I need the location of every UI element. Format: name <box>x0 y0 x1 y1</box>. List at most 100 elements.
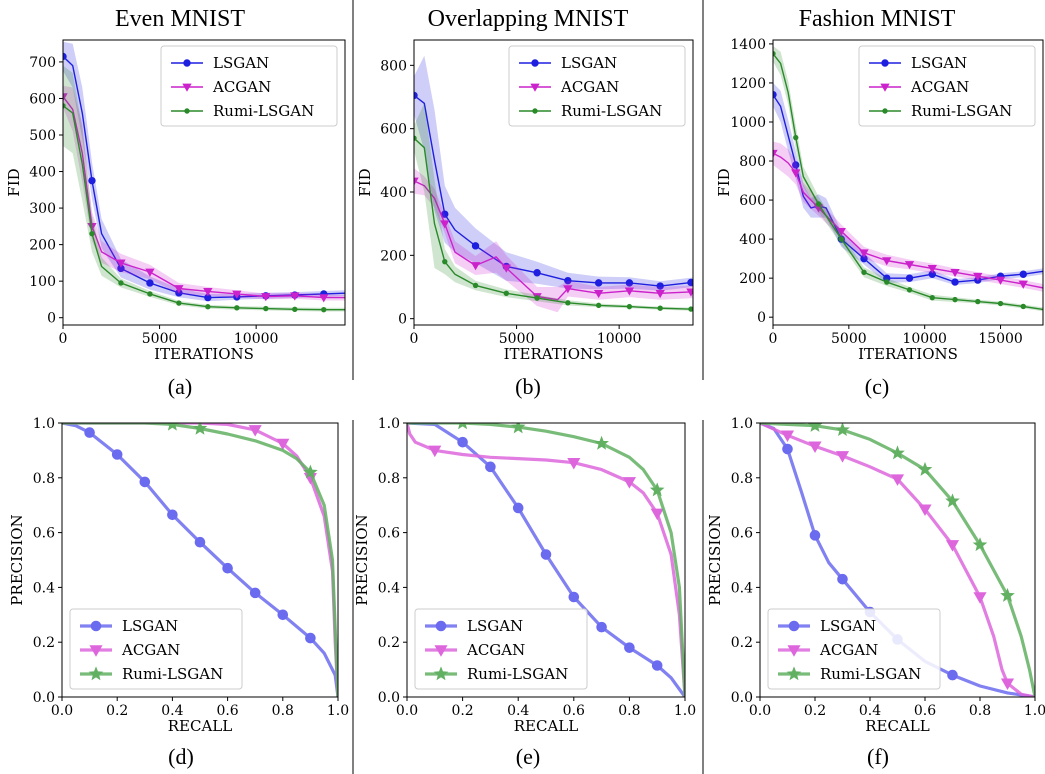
marker-acgan <box>836 227 846 237</box>
marker-acgan <box>890 474 905 486</box>
y-tick-label: 0.6 <box>33 526 55 542</box>
y-tick-label: 400 <box>739 232 766 248</box>
marker-lsgan <box>540 549 552 560</box>
marker-acgan <box>927 265 937 274</box>
marker-rumi-lsgan <box>89 230 95 237</box>
column-title-even-mnist: Even MNIST <box>115 6 245 32</box>
y-tick-label: 700 <box>29 55 56 71</box>
x-tick-label: 0.8 <box>272 703 294 719</box>
x-tick-label: 10000 <box>902 331 947 347</box>
legend: LSGAN ACGAN Rumi-LSGAN <box>767 608 941 690</box>
legend-label-acgan: ACGAN <box>819 641 878 659</box>
marker-acgan <box>174 285 184 294</box>
marker-lsgan <box>568 591 580 603</box>
marker-acgan <box>835 451 850 463</box>
legend-label-lsgan: LSGAN <box>911 54 967 72</box>
x-tick-label: 1.0 <box>1024 703 1045 719</box>
band-acgan <box>414 168 693 313</box>
marker-acgan <box>593 289 604 299</box>
marker-lsgan <box>782 443 793 455</box>
marker-rumi-lsgan <box>303 464 318 479</box>
marker-lsgan <box>809 530 821 541</box>
y-tick-label: 0.4 <box>731 580 753 596</box>
x-axis-label: RECALL <box>168 717 233 735</box>
legend-marker-rumi-lsgan <box>88 666 104 681</box>
marker-lsgan <box>947 669 958 681</box>
marker-lsgan <box>485 461 496 473</box>
marker-acgan <box>290 292 300 301</box>
marker-lsgan <box>167 509 178 521</box>
x-tick-label: 1.0 <box>327 703 349 719</box>
marker-lsgan <box>624 642 635 653</box>
legend-label-rumi-lsgan: Rumi-LSGAN <box>467 665 568 683</box>
marker-acgan <box>501 264 511 273</box>
marker-rumi-lsgan <box>838 236 844 242</box>
marker-acgan <box>248 425 262 437</box>
marker-lsgan <box>249 587 261 599</box>
marker-lsgan <box>533 269 541 277</box>
marker-rumi-lsgan <box>975 298 981 305</box>
axes-frame <box>61 422 339 698</box>
marker-acgan <box>203 288 213 297</box>
x-tick-label: 0 <box>59 331 68 347</box>
y-tick-label: 0 <box>47 311 56 327</box>
legend-marker-acgan <box>182 83 192 92</box>
marker-rumi-lsgan <box>929 294 935 301</box>
chart-panel-f: (f) 0.0 0.2 0.4 0.6 0.8 1.0 0.0 0.2 0.4 0.6 0.8 1.0… <box>706 416 1045 769</box>
x-tick-label: 5000 <box>499 331 535 347</box>
x-tick-label: 0.0 <box>396 703 418 719</box>
marker-lsgan <box>773 90 777 99</box>
marker-lsgan <box>905 274 914 282</box>
y-axis-label: FID <box>715 168 733 196</box>
marker-acgan <box>950 268 960 278</box>
x-axis-label: ITERATIONS <box>858 345 958 363</box>
x-tick-label: 0.6 <box>216 703 238 719</box>
axes-frame <box>759 422 1036 698</box>
legend-marker-lsgan <box>90 620 102 632</box>
x-tick-label: 0.6 <box>563 703 585 719</box>
legend-label-acgan: ACGAN <box>910 78 969 96</box>
x-tick-label: 0.2 <box>804 703 826 719</box>
y-tick-label: 300 <box>29 201 56 217</box>
x-axis-label: ITERATIONS <box>504 345 604 363</box>
marker-acgan <box>440 220 450 229</box>
panel-label-f: (f) <box>867 744 889 769</box>
marker-lsgan <box>457 436 468 448</box>
legend-box <box>160 45 338 127</box>
marker-rumi-lsgan <box>458 423 468 430</box>
axes-frame <box>406 422 686 698</box>
marker-lsgan <box>84 427 95 438</box>
panel-label-e: (e) <box>516 744 540 769</box>
x-tick-label: 0 <box>410 331 419 347</box>
marker-acgan <box>859 249 869 258</box>
marker-acgan <box>276 438 290 451</box>
marker-lsgan <box>194 536 206 548</box>
legend-marker-acgan <box>787 645 801 657</box>
marker-rumi-lsgan <box>472 282 479 289</box>
line-rumi-lsgan <box>62 423 338 697</box>
chart-panel-b: (b) 0 5000 10000 0 200 400 600 800 ITERATIONS FID… <box>356 39 694 399</box>
axes-frame <box>62 39 346 326</box>
marker-lsgan <box>625 279 634 287</box>
legend-label-acgan: ACGAN <box>466 641 525 659</box>
legend-label-lsgan: LSGAN <box>561 54 617 72</box>
marker-lsgan <box>564 276 572 285</box>
legend-marker-rumi-lsgan <box>786 666 802 681</box>
x-tick-label: 0.0 <box>51 703 73 719</box>
marker-acgan <box>791 169 801 178</box>
x-tick-label: 0.4 <box>161 703 183 719</box>
marker-acgan <box>470 262 481 271</box>
marker-rumi-lsgan <box>503 290 510 297</box>
marker-acgan <box>655 289 665 299</box>
legend-marker-lsgan <box>788 620 800 632</box>
x-tick-label: 1.0 <box>674 703 696 719</box>
legend-label-lsgan: LSGAN <box>122 617 178 635</box>
x-axis-label: ITERATIONS <box>154 345 254 363</box>
y-tick-label: 0 <box>398 312 407 328</box>
marker-acgan <box>1018 280 1028 289</box>
x-tick-label: 0.2 <box>451 703 473 719</box>
marker-lsgan <box>687 278 693 287</box>
y-tick-label: 400 <box>29 165 56 181</box>
marker-lsgan <box>139 476 151 488</box>
line-lsgan <box>62 423 338 697</box>
